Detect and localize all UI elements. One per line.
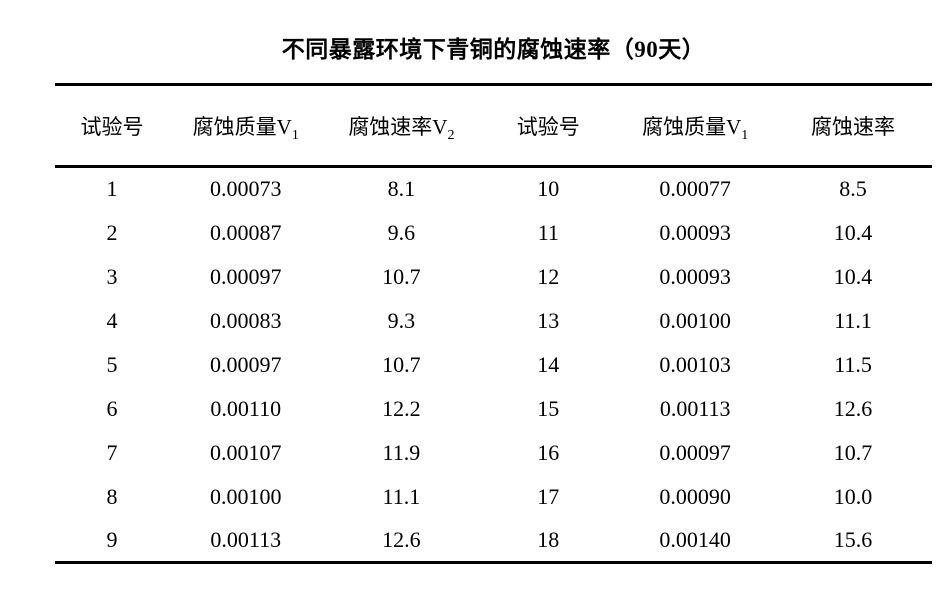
table-cell: 0.00097 <box>209 351 282 377</box>
column-header-corrosion-rate-right: 腐蚀速率 <box>774 85 932 167</box>
table-cell: 10.4 <box>833 219 873 245</box>
table-header-row: 试验号 腐蚀质量V1 腐蚀速率V2 试验号 腐蚀质量V1 腐蚀速率 <box>55 85 932 167</box>
table-cell: 10.7 <box>382 351 421 377</box>
table-row: 2 0.00087 9.6 11 0.00093 10.4 <box>55 211 932 255</box>
table-cell: 9 <box>106 526 118 552</box>
table-cell: 2 <box>106 219 118 245</box>
table-cell: 10.4 <box>833 263 873 289</box>
table-cell: 0.00077 <box>659 176 731 202</box>
table-cell: 0.00113 <box>210 526 282 552</box>
table-cell: 9.6 <box>387 219 416 245</box>
column-header-label: 试验号 <box>516 114 580 139</box>
table-cell: 12 <box>537 263 560 289</box>
table-cell: 8.1 <box>387 176 416 202</box>
table-cell: 18 <box>537 526 560 552</box>
table-cell: 0.00100 <box>209 483 282 509</box>
table-cell: 10.0 <box>833 483 873 509</box>
table-cell: 10 <box>537 176 560 202</box>
column-header-label: 腐蚀速率 <box>811 114 896 139</box>
header-subscript: 2 <box>447 127 455 143</box>
table-cell: 12.6 <box>382 526 421 552</box>
table-cell: 14 <box>537 351 560 377</box>
column-header-label: 试验号 <box>80 114 144 139</box>
table-cell: 15 <box>537 395 560 421</box>
header-subscript: 1 <box>291 127 299 143</box>
table-cell: 0.00107 <box>209 439 282 465</box>
table-cell: 0.00093 <box>659 263 731 289</box>
table-row: 3 0.00097 10.7 12 0.00093 10.4 <box>55 255 932 299</box>
table-cell: 10.7 <box>382 263 421 289</box>
table-cell: 0.00100 <box>659 307 731 333</box>
table-cell: 12.2 <box>382 395 421 421</box>
table-cell: 17 <box>537 483 560 509</box>
table-body: 1 0.00073 8.1 10 0.00077 8.5 2 0.00087 9.6 11 0.00… <box>55 167 932 563</box>
table-cell: 8 <box>106 483 118 509</box>
table-cell: 5 <box>106 351 118 377</box>
table-row: 6 0.00110 12.2 15 0.00113 12.6 <box>55 387 932 431</box>
table-cell: 16 <box>537 439 560 465</box>
column-header-label: 腐蚀速率V <box>348 114 448 139</box>
table-cell: 0.00113 <box>659 395 731 421</box>
table-cell: 0.00103 <box>659 351 731 377</box>
table-cell: 12.6 <box>833 395 873 421</box>
column-header-trial-no-left: 试验号 <box>55 85 169 167</box>
table-cell: 1 <box>106 176 118 202</box>
table-row: 1 0.00073 8.1 10 0.00077 8.5 <box>55 167 932 211</box>
data-table: 试验号 腐蚀质量V1 腐蚀速率V2 试验号 腐蚀质量V1 腐蚀速率 1 0.000… <box>55 83 932 564</box>
table-cell: 4 <box>106 307 118 333</box>
table-cell: 0.00140 <box>659 526 731 552</box>
table-cell: 0.00097 <box>209 263 282 289</box>
table-row: 4 0.00083 9.3 13 0.00100 11.1 <box>55 299 932 343</box>
table-cell: 11.5 <box>834 351 872 377</box>
table-cell: 13 <box>537 307 560 333</box>
column-header-corrosion-mass-left: 腐蚀质量V1 <box>169 85 322 167</box>
header-subscript: 1 <box>741 127 749 143</box>
table-cell: 11.1 <box>382 483 421 509</box>
table-cell: 0.00083 <box>209 307 282 333</box>
table-row: 9 0.00113 12.6 18 0.00140 15.6 <box>55 519 932 563</box>
table-row: 8 0.00100 11.1 17 0.00090 10.0 <box>55 475 932 519</box>
table-cell: 0.00087 <box>209 219 282 245</box>
table-row: 7 0.00107 11.9 16 0.00097 10.7 <box>55 431 932 475</box>
column-header-trial-no-right: 试验号 <box>480 85 616 167</box>
table-cell: 3 <box>106 263 118 289</box>
table-cell: 0.00093 <box>659 219 731 245</box>
column-header-label: 腐蚀质量V <box>192 114 292 139</box>
table-row: 5 0.00097 10.7 14 0.00103 11.5 <box>55 343 932 387</box>
table-cell: 15.6 <box>833 526 873 552</box>
table-cell: 0.00110 <box>210 395 282 421</box>
table-cell: 0.00097 <box>659 439 731 465</box>
table-cell: 11.1 <box>834 307 872 333</box>
table-cell: 11.9 <box>382 439 421 465</box>
table-cell: 8.5 <box>839 176 867 202</box>
table-cell: 10.7 <box>833 439 873 465</box>
column-header-corrosion-rate-left: 腐蚀速率V2 <box>322 85 480 167</box>
column-header-corrosion-mass-right: 腐蚀质量V1 <box>616 85 774 167</box>
table-cell: 6 <box>106 395 118 421</box>
table-cell: 0.00073 <box>209 176 282 202</box>
table-cell: 0.00090 <box>659 483 731 509</box>
table-cell: 11 <box>537 219 559 245</box>
column-header-label: 腐蚀质量V <box>642 114 742 139</box>
table-title: 不同暴露环境下青铜的腐蚀速率（90天） <box>281 37 706 62</box>
table-cell: 9.3 <box>387 307 416 333</box>
table-cell: 7 <box>106 439 118 465</box>
